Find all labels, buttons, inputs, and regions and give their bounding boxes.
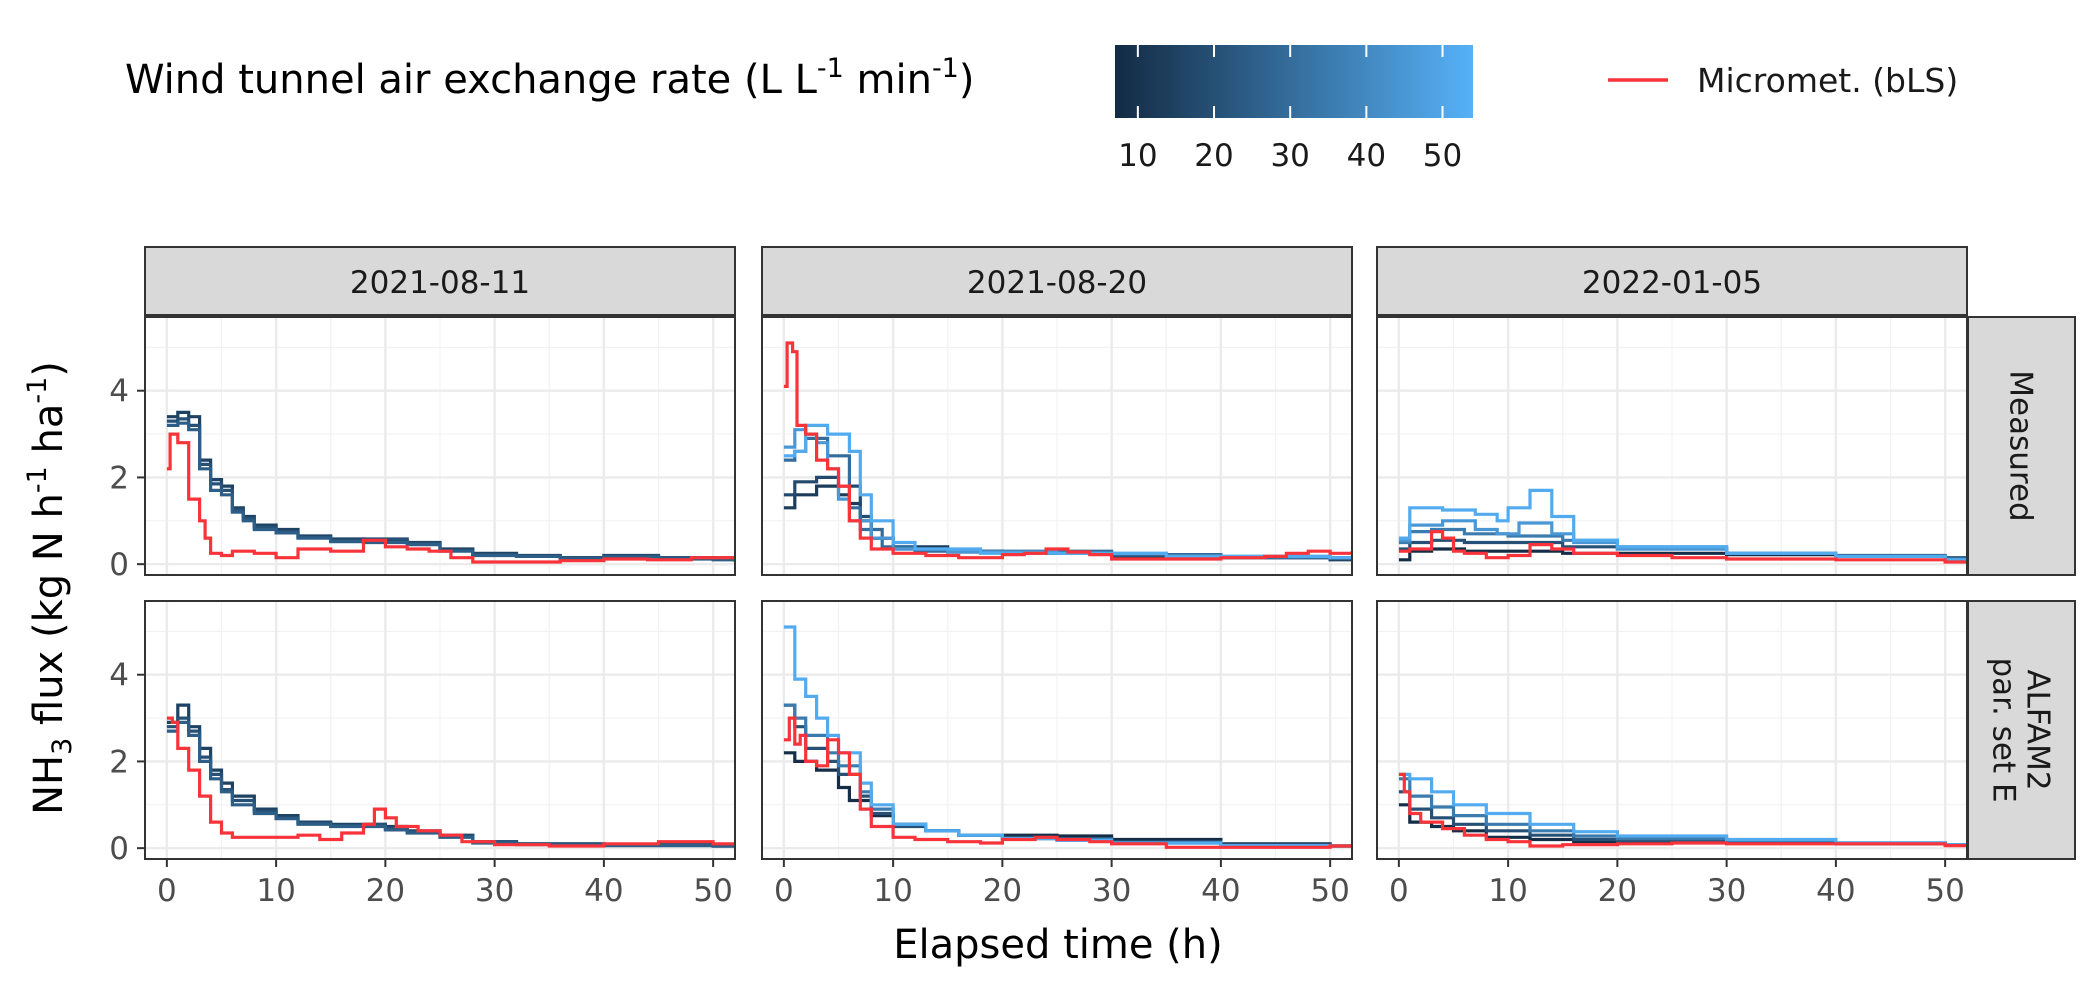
x-tick-label: 10 bbox=[1488, 873, 1527, 909]
x-tick-label: 20 bbox=[366, 873, 405, 909]
facet-strip bbox=[1376, 246, 1968, 316]
legend: Wind tunnel air exchange rate (L L-1 min… bbox=[125, 45, 1958, 174]
colorbar-tick-label: 30 bbox=[1270, 138, 1309, 174]
series-line-micromet bbox=[166, 432, 735, 564]
series-line-tunnel bbox=[166, 720, 735, 848]
x-tick-label: 30 bbox=[1092, 873, 1131, 909]
facet-strip-label: 2021-08-11 bbox=[350, 265, 530, 301]
y-tick-label: 4 bbox=[109, 374, 129, 410]
legend-line-label: Micromet. (bLS) bbox=[1697, 61, 1958, 100]
series-line-tunnel bbox=[166, 421, 735, 562]
x-tick-label: 40 bbox=[1816, 873, 1855, 909]
colorbar-tick-label: 10 bbox=[1118, 138, 1157, 174]
x-tick-label: 0 bbox=[1389, 873, 1409, 909]
y-tick-label: 4 bbox=[109, 658, 129, 694]
colorbar-title: Wind tunnel air exchange rate (L L-1 min… bbox=[125, 53, 974, 103]
facet-strip-label: 2022-01-05 bbox=[1582, 265, 1762, 301]
facet-strip bbox=[144, 246, 736, 316]
series-line-micromet bbox=[783, 341, 1352, 561]
facet-panel: 0 10 20 30 40 50 bbox=[761, 600, 1353, 909]
x-tick-label: 40 bbox=[1201, 873, 1240, 909]
x-tick-label: 50 bbox=[1310, 873, 1349, 909]
series-line-micromet bbox=[1398, 772, 1967, 848]
facet-panel: 0 2 4 bbox=[109, 316, 736, 583]
facet-panel bbox=[1376, 316, 1968, 576]
facet-strip bbox=[1967, 600, 2076, 860]
y-tick-label: 2 bbox=[109, 744, 129, 780]
x-tick-label: 10 bbox=[873, 873, 912, 909]
series-line-micromet bbox=[1398, 530, 1967, 564]
colorbar bbox=[1115, 45, 1473, 118]
y-tick-label: 0 bbox=[109, 547, 129, 583]
x-tick-label: 30 bbox=[475, 873, 514, 909]
x-tick-label: 20 bbox=[1598, 873, 1637, 909]
x-axis-label: Elapsed time (h) bbox=[893, 922, 1223, 968]
colorbar-tick-label: 50 bbox=[1423, 138, 1462, 174]
y-axis-label: NH3 flux (kg N h-1 ha-1) bbox=[22, 361, 78, 815]
x-tick-label: 10 bbox=[256, 873, 295, 909]
colorbar-tick-label: 20 bbox=[1194, 138, 1233, 174]
facet-strip-label: Measured bbox=[2003, 370, 2039, 521]
series-line-micromet bbox=[166, 716, 735, 848]
x-tick-label: 0 bbox=[157, 873, 177, 909]
x-tick-label: 40 bbox=[584, 873, 623, 909]
facet-grid: 2021-08-11 2021-08-20 2022-01-05 Measured AL… bbox=[109, 246, 2076, 909]
series-line-tunnel bbox=[1398, 488, 1967, 562]
series-line-micromet bbox=[783, 716, 1352, 849]
x-tick-label: 30 bbox=[1707, 873, 1746, 909]
facet-strip-label: 2021-08-20 bbox=[967, 265, 1147, 301]
colorbar-tick-label: 40 bbox=[1347, 138, 1386, 174]
x-tick-label: 0 bbox=[774, 873, 794, 909]
x-tick-label: 20 bbox=[983, 873, 1022, 909]
x-tick-label: 50 bbox=[693, 873, 732, 909]
facet-strip bbox=[761, 246, 1353, 316]
facet-strip-label: ALFAM2par. set E bbox=[1986, 657, 2056, 802]
colorbar-ticks: 10 20 30 40 50 bbox=[1118, 45, 1462, 174]
facet-strip bbox=[1967, 316, 2076, 576]
facet-panel bbox=[761, 316, 1353, 576]
x-tick-label: 50 bbox=[1925, 873, 1964, 909]
facet-panel: 0 10 20 30 40 50 bbox=[1376, 600, 1968, 909]
y-tick-label: 2 bbox=[109, 460, 129, 496]
series-line-tunnel bbox=[1398, 772, 1967, 847]
y-tick-label: 0 bbox=[109, 831, 129, 867]
